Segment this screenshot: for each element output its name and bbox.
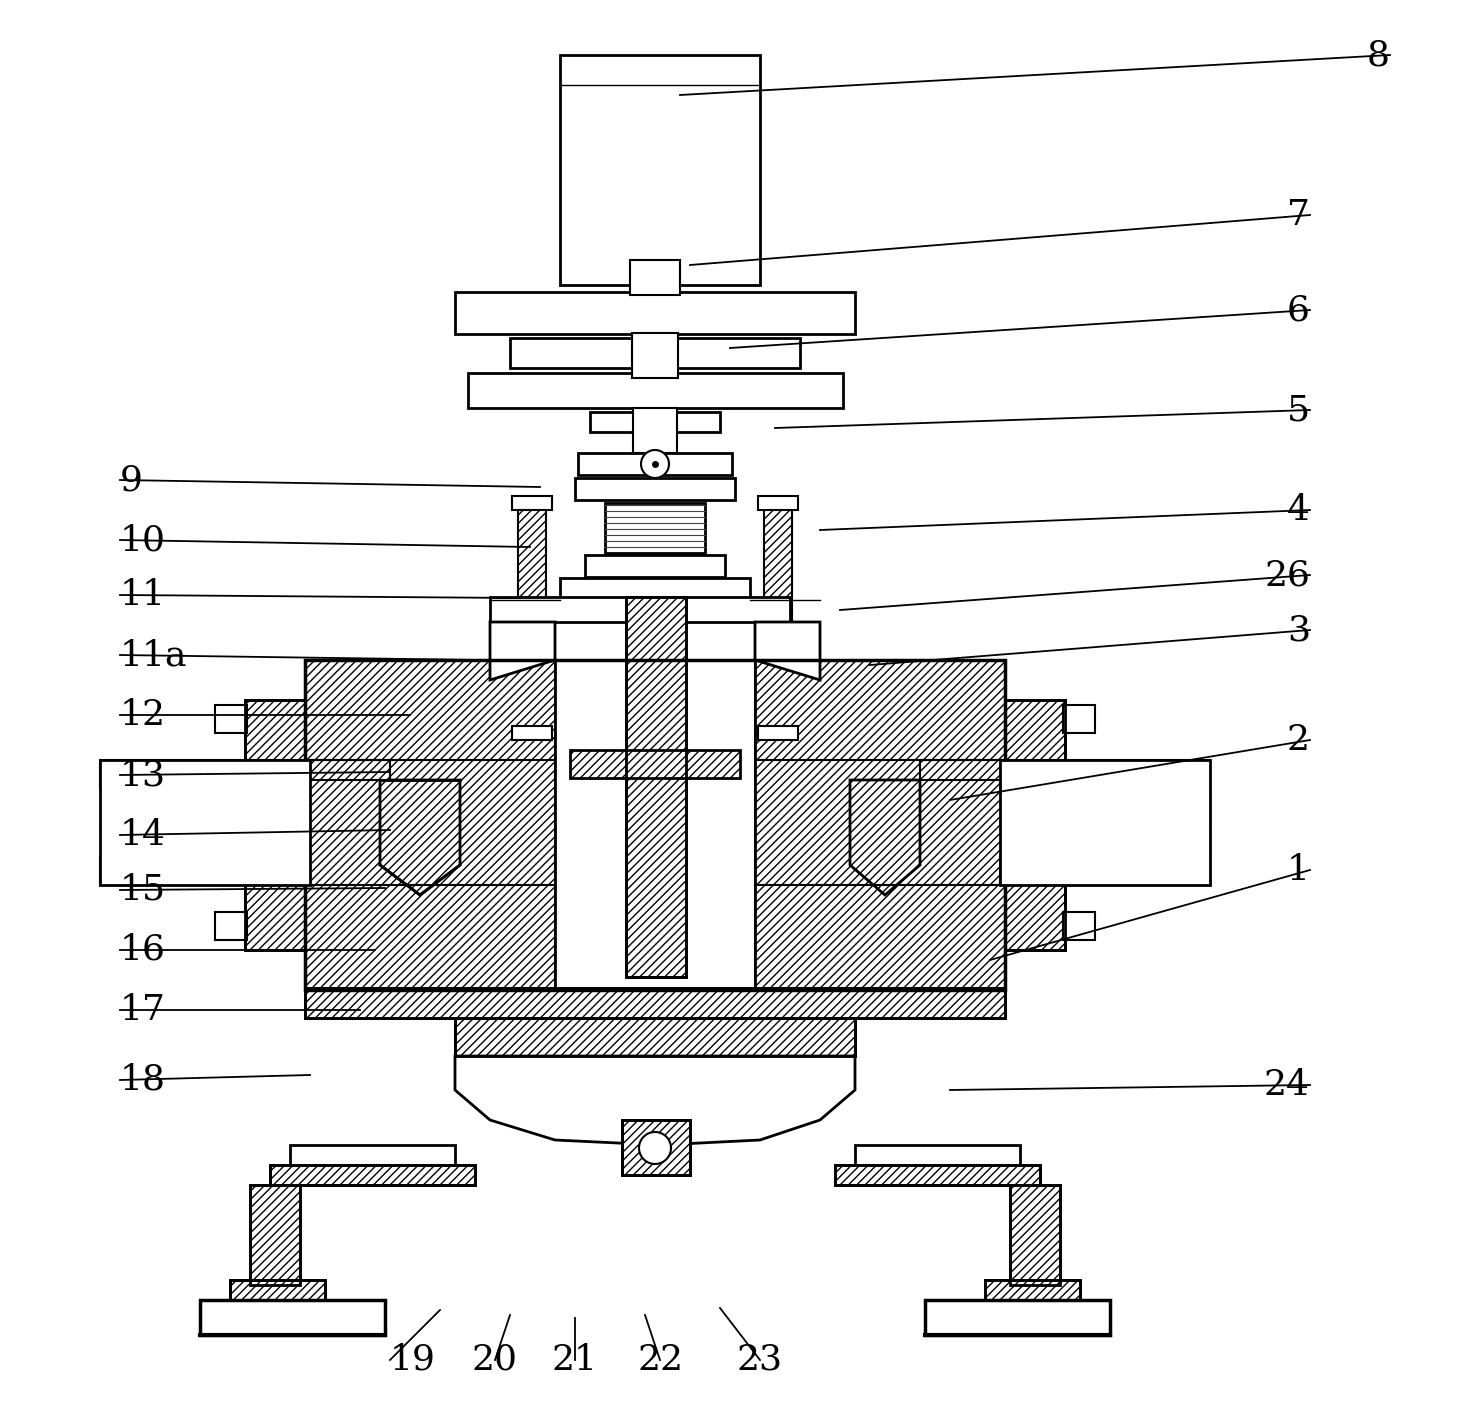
Bar	[250, 1185, 300, 1285]
Bar	[632, 333, 679, 378]
Bar	[925, 1300, 1111, 1335]
Text: 2: 2	[1287, 723, 1310, 757]
Bar	[469, 373, 843, 408]
Bar	[100, 759, 310, 885]
Polygon shape	[755, 622, 820, 679]
Bar	[633, 408, 677, 453]
Bar	[621, 1119, 690, 1175]
Bar	[306, 660, 1005, 991]
Bar	[1000, 759, 1210, 885]
Bar	[455, 1019, 855, 1056]
Text: 21: 21	[552, 1344, 598, 1377]
Text: 4: 4	[1287, 493, 1310, 527]
Polygon shape	[640, 450, 668, 478]
Bar	[834, 1166, 1040, 1185]
Bar	[245, 700, 306, 950]
Bar	[986, 1281, 1080, 1300]
Bar	[455, 1019, 855, 1056]
Bar	[570, 750, 740, 778]
Bar	[591, 412, 720, 432]
Bar	[513, 496, 552, 510]
Bar	[560, 579, 751, 598]
Text: 10: 10	[120, 523, 166, 558]
Bar	[834, 1166, 1040, 1185]
Bar	[577, 453, 732, 475]
Bar	[855, 1145, 1019, 1166]
Text: 5: 5	[1287, 394, 1310, 427]
Text: 1: 1	[1287, 853, 1310, 887]
Text: 3: 3	[1287, 614, 1310, 647]
Polygon shape	[851, 780, 920, 895]
Bar	[519, 500, 546, 730]
Bar	[1064, 912, 1094, 940]
Bar	[200, 1300, 385, 1335]
Bar	[574, 478, 734, 500]
Bar	[455, 291, 855, 333]
Bar	[560, 55, 759, 284]
Text: 7: 7	[1287, 198, 1310, 233]
Polygon shape	[920, 759, 1005, 780]
Bar	[758, 496, 798, 510]
Text: 11: 11	[120, 579, 166, 612]
Bar	[289, 1145, 455, 1166]
Bar	[1011, 1185, 1061, 1285]
Text: 12: 12	[120, 698, 166, 731]
Bar	[270, 1166, 474, 1185]
Bar	[491, 597, 790, 622]
Text: 18: 18	[120, 1063, 166, 1097]
Bar	[214, 912, 247, 940]
Bar	[1005, 700, 1065, 950]
Bar	[755, 660, 1005, 991]
Bar	[1000, 857, 1210, 885]
Bar	[1064, 705, 1094, 733]
Bar	[630, 261, 680, 296]
Bar	[306, 988, 1005, 1019]
Text: 14: 14	[120, 818, 166, 852]
Bar	[100, 857, 310, 885]
Bar	[214, 705, 247, 733]
Text: 9: 9	[120, 462, 142, 497]
Bar	[1011, 1185, 1061, 1285]
Bar	[626, 597, 686, 976]
Bar	[764, 500, 792, 730]
Text: 8: 8	[1368, 38, 1390, 71]
Text: 15: 15	[120, 873, 166, 906]
Bar	[245, 700, 306, 950]
Text: 17: 17	[120, 993, 166, 1027]
Text: 16: 16	[120, 933, 166, 967]
Text: 11a: 11a	[120, 637, 188, 672]
Bar	[306, 660, 555, 991]
Bar	[585, 555, 726, 577]
Bar	[231, 1281, 325, 1300]
Bar	[250, 1185, 300, 1285]
Bar	[306, 988, 1005, 1019]
Bar	[513, 726, 552, 740]
Bar	[758, 726, 798, 740]
Polygon shape	[380, 780, 460, 895]
Text: 22: 22	[638, 1344, 683, 1377]
Polygon shape	[639, 1132, 671, 1164]
Polygon shape	[455, 1056, 855, 1145]
Text: 20: 20	[472, 1344, 519, 1377]
Bar	[621, 1119, 690, 1175]
Bar	[555, 660, 755, 991]
Bar	[1000, 759, 1210, 787]
Bar	[605, 503, 705, 553]
Bar	[1005, 700, 1065, 950]
Bar	[626, 597, 686, 976]
Text: 19: 19	[389, 1344, 436, 1377]
Text: 6: 6	[1287, 293, 1310, 326]
Text: 13: 13	[120, 758, 166, 792]
Text: 23: 23	[737, 1344, 783, 1377]
Text: 26: 26	[1265, 558, 1310, 593]
Text: 24: 24	[1263, 1068, 1310, 1103]
Polygon shape	[491, 622, 555, 679]
Bar	[231, 1281, 325, 1300]
Bar	[986, 1281, 1080, 1300]
Bar	[270, 1166, 474, 1185]
Bar	[100, 759, 310, 787]
Bar	[510, 338, 801, 368]
Polygon shape	[306, 759, 389, 780]
